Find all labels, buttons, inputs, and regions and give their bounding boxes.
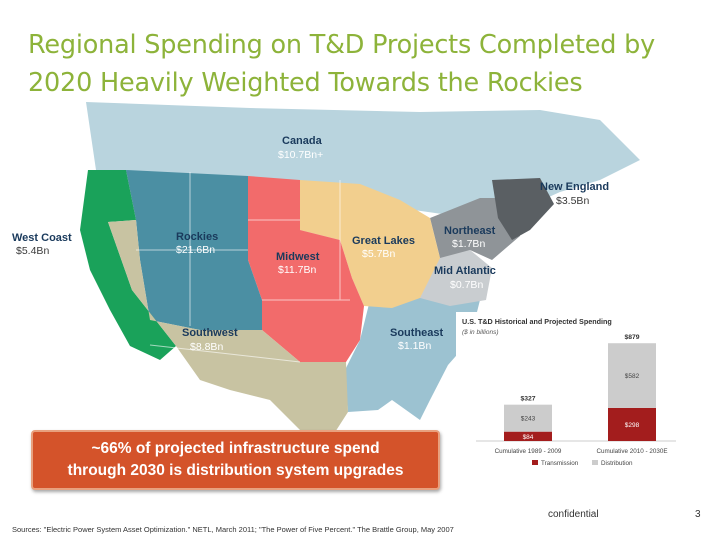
region-new-england-shape — [492, 178, 554, 240]
bar-distribution-2 — [608, 343, 656, 408]
great-lakes-value: $5.7Bn — [362, 248, 395, 260]
southwest-label: Southwest — [182, 327, 238, 339]
sources-note: Sources: "Electric Power System Asset Op… — [12, 525, 454, 534]
great-lakes-label: Great Lakes — [352, 235, 415, 247]
callout-line-1: ~66% of projected infrastructure spend — [91, 440, 380, 457]
bar-transmission-2 — [608, 407, 656, 441]
canada-label: Canada — [282, 135, 323, 147]
legend-distribution-swatch — [592, 460, 598, 465]
mid-atlantic-value: $0.7Bn — [450, 279, 483, 291]
distribution-callout: ~66% of projected infrastructure spend t… — [31, 430, 440, 490]
page-number: 3 — [695, 509, 701, 520]
category-label-1: Cumulative 1989 - 2009 — [495, 448, 562, 455]
chart-subtitle: ($ in billions) — [462, 329, 499, 336]
bar-label-distribution-2: $582 — [625, 373, 640, 380]
southeast-label: Southeast — [390, 327, 444, 339]
midwest-label: Midwest — [276, 251, 320, 263]
legend-transmission-label: Transmission — [541, 460, 579, 467]
bar-total-label-2: $879 — [624, 334, 639, 341]
chart-bars: $84 $243 $327 $298 $582 $879 — [504, 334, 656, 441]
west-coast-value: $5.4Bn — [16, 245, 49, 257]
bar-distribution-1 — [504, 404, 552, 432]
region-west-coast-shape — [80, 170, 176, 360]
category-label-2: Cumulative 2010 - 2030E — [596, 448, 667, 455]
bar-total-label-1: $327 — [520, 396, 535, 403]
midwest-value: $11.7Bn — [278, 264, 316, 276]
title-line-2: 2020 Heavily Weighted Towards the Rockie… — [28, 68, 583, 98]
bar-label-distribution-1: $243 — [521, 416, 536, 423]
bar-transmission-1 — [504, 431, 552, 441]
rockies-label: Rockies — [176, 231, 218, 243]
legend-distribution-label: Distribution — [601, 460, 633, 467]
spending-chart-panel: U.S. T&D Historical and Projected Spendi… — [456, 312, 686, 472]
northeast-label: Northeast — [444, 225, 496, 237]
chart-title: U.S. T&D Historical and Projected Spendi… — [462, 317, 612, 326]
west-coast-label: West Coast — [12, 232, 72, 244]
region-southwest-shape — [108, 220, 348, 440]
us-regional-map: Canada $10.7Bn+ West Coast $5.4Bn Rockie… — [12, 102, 640, 440]
title-line-1: Regional Spending on T&D Projects Comple… — [28, 30, 656, 60]
rockies-value: $21.6Bn — [176, 244, 215, 256]
spending-chart: U.S. T&D Historical and Projected Spendi… — [462, 317, 676, 467]
new-england-label: New England — [540, 181, 609, 193]
southwest-value: $8.8Bn — [190, 341, 223, 353]
southeast-value: $1.1Bn — [398, 340, 431, 352]
confidential-label: confidential — [548, 509, 599, 520]
callout-line-2: through 2030 is distribution system upgr… — [67, 462, 404, 479]
slide-title: Regional Spending on T&D Projects Comple… — [28, 26, 708, 102]
region-southeast-shape — [345, 290, 480, 420]
northeast-value: $1.7Bn — [452, 238, 485, 250]
region-midwest-shape — [248, 176, 364, 362]
new-england-value: $3.5Bn — [556, 195, 589, 207]
bar-label-transmission-1: $84 — [523, 434, 534, 441]
legend-transmission-swatch — [532, 460, 538, 465]
region-mid-atlantic-shape — [420, 250, 492, 306]
mid-atlantic-label: Mid Atlantic — [434, 265, 496, 277]
bar-label-transmission-2: $298 — [625, 422, 640, 429]
state-borders — [136, 172, 350, 363]
canada-value: $10.7Bn+ — [278, 149, 323, 161]
region-great-lakes-shape — [300, 180, 440, 308]
